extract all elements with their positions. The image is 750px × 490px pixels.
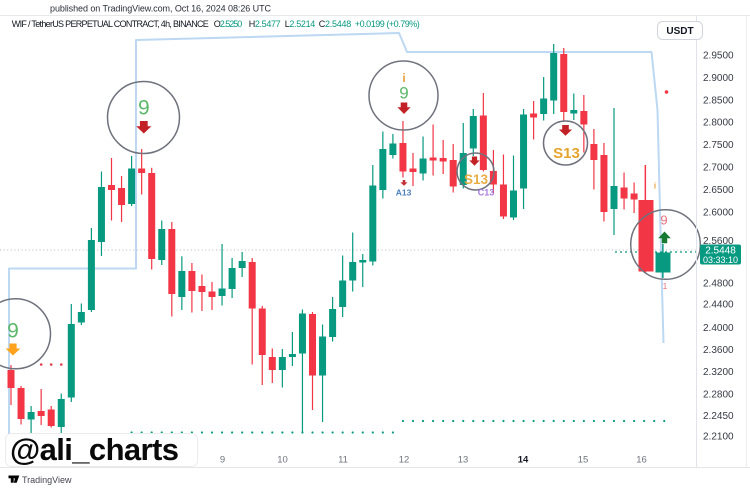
svg-text:i: i <box>654 182 656 191</box>
svg-text:published on TradingView.com,: published on TradingView.com, Oct 16, 20… <box>50 4 272 14</box>
svg-text:9: 9 <box>660 213 667 228</box>
svg-text:@ali_charts: @ali_charts <box>10 432 178 467</box>
svg-text:16: 16 <box>636 455 647 466</box>
svg-text:14: 14 <box>518 455 529 466</box>
svg-text:i: i <box>402 71 405 85</box>
svg-text:O2.5250: O2.5250 <box>214 19 243 29</box>
svg-text:03:33:10: 03:33:10 <box>703 255 738 265</box>
svg-text:S13: S13 <box>553 145 580 162</box>
svg-text:2.7500: 2.7500 <box>703 140 734 151</box>
svg-text:TradingView: TradingView <box>22 475 72 485</box>
svg-text:12: 12 <box>399 455 410 466</box>
svg-text:2.5600: 2.5600 <box>703 236 734 247</box>
svg-text:2.8000: 2.8000 <box>703 118 734 129</box>
svg-text:9: 9 <box>399 84 408 103</box>
svg-text:+0.0199 (+0.79%): +0.0199 (+0.79%) <box>355 19 420 29</box>
svg-text:A13: A13 <box>396 188 412 198</box>
svg-text:9: 9 <box>220 455 225 466</box>
svg-text:2.9000: 2.9000 <box>703 73 734 84</box>
svg-text:13: 13 <box>458 455 469 466</box>
svg-text:2.3200: 2.3200 <box>703 367 734 378</box>
svg-text:10: 10 <box>277 455 288 466</box>
svg-text:2.5448: 2.5448 <box>705 246 736 257</box>
svg-text:2.6000: 2.6000 <box>703 207 734 218</box>
svg-text:2.2450: 2.2450 <box>703 411 734 422</box>
svg-text:9: 9 <box>7 320 19 343</box>
svg-text:2.6500: 2.6500 <box>703 185 734 196</box>
svg-text:9: 9 <box>138 97 150 120</box>
svg-text:L2.5214: L2.5214 <box>285 19 316 29</box>
svg-text:WIF / TetherUS PERPETUAL CONTR: WIF / TetherUS PERPETUAL CONTRACT, 4h, B… <box>12 19 209 29</box>
svg-text:1: 1 <box>663 281 668 291</box>
svg-text:15: 15 <box>578 455 589 466</box>
svg-text:H2.5477: H2.5477 <box>249 19 281 29</box>
svg-text:2.8500: 2.8500 <box>703 95 734 106</box>
svg-text:2.4000: 2.4000 <box>703 323 734 334</box>
svg-text:2.2100: 2.2100 <box>703 432 734 443</box>
svg-text:11: 11 <box>338 455 348 466</box>
svg-text:C2.5448: C2.5448 <box>319 19 352 29</box>
svg-text:2.3600: 2.3600 <box>703 345 734 356</box>
svg-text:2.2800: 2.2800 <box>703 390 734 401</box>
svg-text:2.9500: 2.9500 <box>703 51 734 62</box>
svg-text:2.4400: 2.4400 <box>703 300 734 311</box>
svg-text:2.4800: 2.4800 <box>703 279 734 290</box>
svg-text:C13: C13 <box>478 188 495 198</box>
svg-text:2.7000: 2.7000 <box>703 163 734 174</box>
svg-text:S13: S13 <box>464 172 489 187</box>
svg-text:USDT: USDT <box>666 26 693 37</box>
